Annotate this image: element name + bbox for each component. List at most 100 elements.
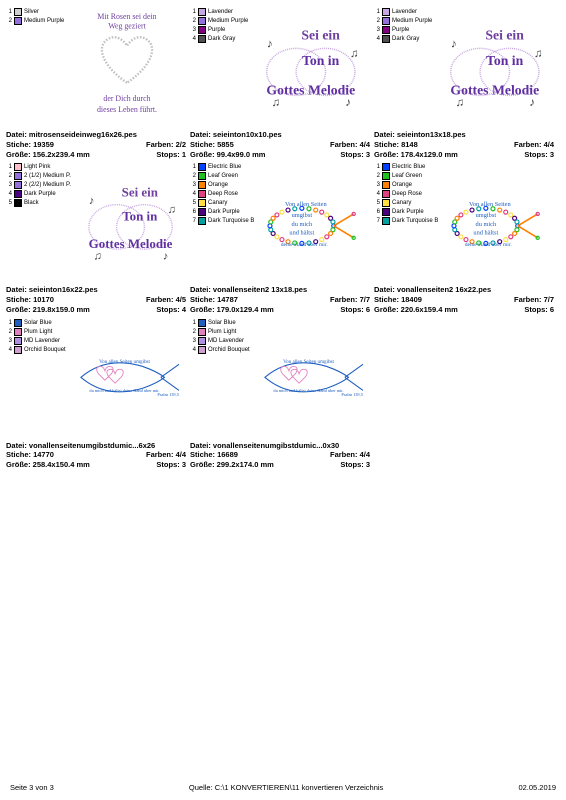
meta-stiche: Stiche: 8148 — [374, 140, 418, 150]
meta-groesse: Größe: 299.2x174.0 mm — [190, 460, 274, 470]
meta-file: Datei: seieinton13x18.pes — [374, 130, 554, 140]
svg-text:und hältst: und hältst — [474, 230, 499, 237]
svg-text:Gottes Melodie: Gottes Melodie — [451, 82, 540, 97]
design-preview: Von allen Seiten umgibst du mich und häl… — [254, 319, 370, 437]
color-swatch — [14, 328, 22, 336]
color-swatch — [382, 190, 390, 198]
color-swatch — [14, 190, 22, 198]
svg-text:♪: ♪ — [345, 96, 351, 109]
color-swatch — [198, 217, 206, 225]
color-swatch — [198, 337, 206, 345]
design-cell: 1 Lavender 2 Medium Purple 3 Purple 4 Da… — [374, 8, 554, 159]
color-swatch — [198, 26, 206, 34]
svg-text:Von allen Seiten umgibst: Von allen Seiten umgibst — [99, 359, 150, 365]
svg-text:♫: ♫ — [456, 96, 465, 109]
color-swatch — [198, 172, 206, 180]
meta-groesse: Größe: 258.4x150.4 mm — [6, 460, 90, 470]
color-swatch — [198, 163, 206, 171]
color-swatch — [382, 172, 390, 180]
design-preview: Mit Rosen sei dein Weg geziert der Dich … — [68, 8, 186, 126]
legend-row: 6 Dark Purple — [374, 208, 438, 216]
color-swatch — [382, 208, 390, 216]
color-name: Medium Purple — [208, 18, 248, 24]
svg-text:du mich und hältst deine Hand: du mich und hältst deine Hand über mir. — [89, 388, 159, 393]
color-swatch — [14, 337, 22, 345]
meta-file: Datei: mitrosenseideinweg16x26.pes — [6, 130, 186, 140]
color-swatch — [382, 163, 390, 171]
color-name: Electric Blue — [208, 164, 241, 170]
design-meta: Datei: vonallenseiten2 16x22.pes Stiche:… — [374, 285, 554, 314]
color-swatch — [382, 217, 390, 225]
meta-file: Datei: vonallenseitenumgibstdumic...6x26 — [6, 441, 186, 451]
legend-row: 2 Leaf Green — [374, 172, 438, 180]
footer-source: Quelle: C:\1 KONVERTIEREN\11 konvertiere… — [189, 783, 383, 792]
legend-row: 3 2 (2/2) Medium P. — [6, 181, 71, 189]
legend-num: 2 — [6, 18, 12, 24]
legend-row: 2 Plum Light — [190, 328, 250, 336]
legend-num: 4 — [6, 191, 12, 197]
legend-row: 4 Orchid Bouquet — [6, 346, 66, 354]
color-name: Dark Gray — [208, 36, 235, 42]
color-name: Orchid Bouquet — [24, 347, 66, 353]
color-swatch — [14, 199, 22, 207]
legend: 1 Light Pink 2 2 (1/2) Medium P. 3 2 (2/… — [6, 163, 71, 281]
legend-row: 3 Purple — [374, 26, 432, 34]
color-swatch — [198, 346, 206, 354]
meta-file: Datei: seieinton10x10.pes — [190, 130, 370, 140]
color-swatch — [198, 17, 206, 25]
legend-num: 2 — [6, 329, 12, 335]
legend-num: 4 — [190, 36, 196, 42]
legend-num: 1 — [374, 164, 380, 170]
design-cell: 1 Electric Blue 2 Leaf Green 3 Orange 4 … — [374, 163, 554, 314]
color-name: Light Pink — [24, 164, 50, 170]
legend-num: 5 — [190, 200, 196, 206]
svg-text:du mich: du mich — [476, 221, 497, 228]
legend-row: 1 Solar Blue — [6, 319, 66, 327]
svg-text:und hältst: und hältst — [290, 230, 315, 237]
meta-stops: Stops: 1 — [156, 150, 186, 160]
legend-row: 1 Silver — [6, 8, 64, 16]
color-name: Solar Blue — [208, 320, 236, 326]
color-name: Purple — [208, 27, 225, 33]
color-swatch — [382, 199, 390, 207]
color-swatch — [14, 319, 22, 327]
legend-num: 1 — [374, 9, 380, 15]
color-name: Plum Light — [208, 329, 236, 335]
legend-num: 5 — [374, 200, 380, 206]
legend-row: 4 Orchid Bouquet — [190, 346, 250, 354]
svg-text:♫: ♫ — [534, 47, 543, 60]
svg-text:♪: ♪ — [163, 250, 169, 262]
meta-stiche: Stiche: 14770 — [6, 450, 54, 460]
legend-row: 1 Electric Blue — [374, 163, 438, 171]
color-swatch — [382, 8, 390, 16]
color-swatch — [14, 346, 22, 354]
svg-text:♪: ♪ — [89, 195, 95, 207]
design-meta: Datei: vonallenseitenumgibstdumic...0x30… — [190, 441, 370, 470]
design-cell: 1 Solar Blue 2 Plum Light 3 MD Lavender … — [6, 319, 186, 470]
svg-text:Von allen Seiten: Von allen Seiten — [285, 201, 327, 208]
color-name: Lavender — [392, 9, 417, 15]
color-swatch — [198, 181, 206, 189]
svg-text:Gottes Melodie: Gottes Melodie — [267, 82, 356, 97]
footer-page: Seite 3 von 3 — [10, 783, 54, 792]
svg-text:Psalm 139,5: Psalm 139,5 — [341, 392, 363, 398]
svg-text:♪: ♪ — [451, 37, 457, 50]
color-swatch — [14, 163, 22, 171]
svg-text:♫: ♫ — [350, 47, 359, 60]
color-name: 2 (1/2) Medium P. — [24, 173, 71, 179]
legend: 1 Electric Blue 2 Leaf Green 3 Orange 4 … — [190, 163, 254, 281]
color-swatch — [198, 199, 206, 207]
meta-stops: Stops: 3 — [340, 460, 370, 470]
color-swatch — [14, 8, 22, 16]
meta-file: Datei: vonallenseiten2 13x18.pes — [190, 285, 370, 295]
footer-date: 02.05.2019 — [518, 783, 556, 792]
design-meta: Datei: seieinton13x18.pes Stiche: 8148Fa… — [374, 130, 554, 159]
color-swatch — [198, 319, 206, 327]
meta-file: Datei: vonallenseitenumgibstdumic...0x30 — [190, 441, 370, 451]
svg-text:deine Hand über mir.: deine Hand über mir. — [281, 242, 329, 248]
legend: 1 Lavender 2 Medium Purple 3 Purple 4 Da… — [374, 8, 432, 126]
color-name: Dark Purple — [392, 209, 424, 215]
legend-row: 4 Dark Gray — [374, 35, 432, 43]
legend-row: 3 Orange — [374, 181, 438, 189]
meta-groesse: Größe: 99.4x99.0 mm — [190, 150, 265, 160]
